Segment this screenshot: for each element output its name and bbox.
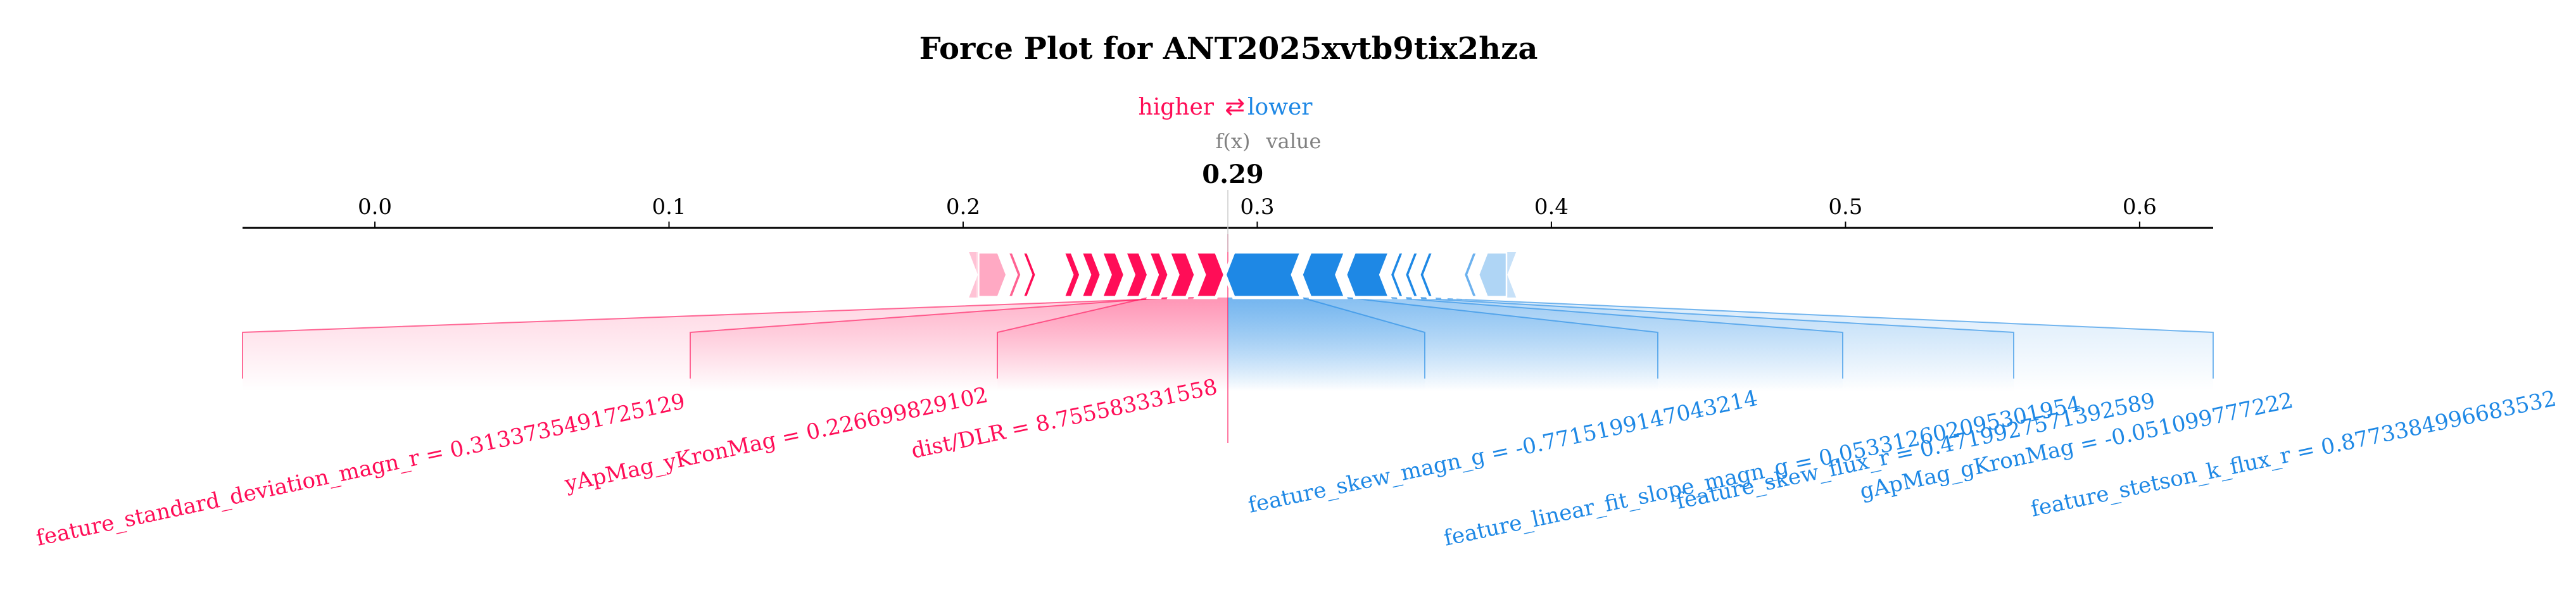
feature-labels: feature_standard_deviation_magn_r = 0.31… (34, 374, 2559, 551)
positive-force-segment (1034, 250, 1047, 299)
legend-arrows-icon: ⇄ (1225, 92, 1245, 120)
negative-force-segment (1417, 250, 1436, 299)
positive-tail (969, 252, 978, 298)
negative-force-segment (1387, 250, 1407, 299)
label-connectors (242, 190, 2214, 443)
fx-label: f(x) (1216, 129, 1251, 153)
legend-higher: higher (1139, 94, 1215, 120)
tick-label: 0.0 (358, 194, 392, 220)
positive-force-segment (1004, 250, 1024, 299)
legend: higher ⇄ lower (1139, 92, 1313, 120)
positive-force-segment (1122, 250, 1151, 299)
connector-line (242, 297, 1196, 379)
positive-force-segment (1043, 250, 1056, 299)
negative-force-segment (1443, 250, 1457, 299)
positive-force-segment (1078, 250, 1103, 299)
tick-label: 0.5 (1828, 194, 1862, 220)
output-value: 0.29 (1202, 160, 1263, 189)
legend-lower: lower (1247, 94, 1313, 120)
negative-force-segment (1403, 250, 1422, 299)
connector-shade (997, 298, 1228, 391)
tick-label: 0.4 (1534, 194, 1569, 220)
positive-force-segment (1099, 250, 1127, 299)
positive-force-segment (1020, 250, 1039, 299)
positive-force-segment (1052, 250, 1065, 299)
negative-force-segment (1452, 250, 1466, 299)
negative-force-segment (1476, 250, 1509, 299)
positive-force-segment (1193, 250, 1227, 299)
negative-force-segment (1223, 250, 1304, 299)
positive-force-segment (1166, 250, 1197, 299)
connector-line (997, 297, 1149, 379)
tick-label: 0.3 (1240, 194, 1274, 220)
positive-force-segment (976, 250, 1009, 299)
connector-line (1418, 297, 2214, 379)
negative-force-segment (1299, 250, 1348, 299)
connector-line (690, 297, 1170, 379)
tick-label: 0.1 (652, 194, 686, 220)
negative-force-segment (1344, 250, 1392, 299)
tick-label: 0.6 (2123, 194, 2157, 220)
tick-label: 0.2 (946, 194, 980, 220)
force-bars (969, 250, 1517, 299)
negative-tail (1507, 252, 1517, 298)
value-label: value (1266, 129, 1322, 153)
negative-force-segment (1432, 250, 1448, 299)
positive-force-segment (1061, 250, 1083, 299)
positive-force-segment (1146, 250, 1171, 299)
chart-title: Force Plot for ANT2025xvtb9tix2hza (919, 31, 1538, 66)
negative-force-segment (1461, 250, 1481, 299)
connector-shade (1228, 298, 2213, 391)
